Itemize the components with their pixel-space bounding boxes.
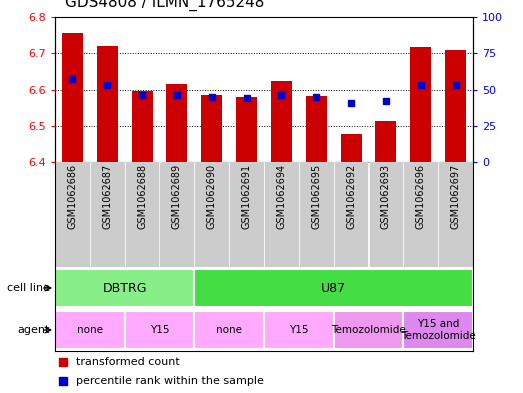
Text: none: none bbox=[77, 325, 103, 335]
Bar bbox=[132, 91, 153, 162]
Text: Temozolomide: Temozolomide bbox=[331, 325, 406, 335]
Bar bbox=[334, 162, 369, 267]
Bar bbox=[340, 134, 361, 162]
Text: GSM1062688: GSM1062688 bbox=[137, 164, 147, 229]
Text: transformed count: transformed count bbox=[76, 357, 179, 367]
Bar bbox=[299, 162, 334, 267]
Bar bbox=[271, 81, 292, 162]
Text: GSM1062695: GSM1062695 bbox=[311, 164, 321, 230]
Bar bbox=[62, 33, 83, 162]
Text: none: none bbox=[216, 325, 242, 335]
Bar bbox=[166, 84, 187, 162]
Bar bbox=[334, 311, 403, 349]
Bar bbox=[376, 121, 396, 162]
Text: Y15: Y15 bbox=[150, 325, 169, 335]
Bar bbox=[438, 162, 473, 267]
Text: GDS4808 / ILMN_1765248: GDS4808 / ILMN_1765248 bbox=[65, 0, 265, 11]
Bar bbox=[160, 162, 195, 267]
Bar bbox=[264, 162, 299, 267]
Bar bbox=[55, 162, 90, 267]
Text: GSM1062691: GSM1062691 bbox=[242, 164, 252, 229]
Text: GSM1062686: GSM1062686 bbox=[67, 164, 77, 229]
Bar bbox=[236, 97, 257, 162]
Text: GSM1062693: GSM1062693 bbox=[381, 164, 391, 229]
Bar bbox=[195, 162, 229, 267]
Bar bbox=[97, 46, 118, 162]
Bar bbox=[445, 50, 466, 162]
Text: GSM1062692: GSM1062692 bbox=[346, 164, 356, 230]
Text: GSM1062689: GSM1062689 bbox=[172, 164, 182, 229]
Bar bbox=[124, 311, 195, 349]
Text: agent: agent bbox=[17, 325, 50, 335]
Text: GSM1062696: GSM1062696 bbox=[416, 164, 426, 229]
Text: GSM1062694: GSM1062694 bbox=[277, 164, 287, 229]
Text: DBTRG: DBTRG bbox=[103, 281, 147, 294]
Bar bbox=[195, 311, 264, 349]
Text: percentile rank within the sample: percentile rank within the sample bbox=[76, 376, 264, 386]
Bar bbox=[55, 269, 195, 307]
Text: GSM1062690: GSM1062690 bbox=[207, 164, 217, 229]
Bar bbox=[306, 96, 327, 162]
Text: U87: U87 bbox=[321, 281, 346, 294]
Bar bbox=[229, 162, 264, 267]
Bar bbox=[403, 162, 438, 267]
Text: Y15: Y15 bbox=[289, 325, 309, 335]
Bar bbox=[369, 162, 403, 267]
Bar bbox=[90, 162, 124, 267]
Bar bbox=[264, 311, 334, 349]
Text: GSM1062697: GSM1062697 bbox=[451, 164, 461, 230]
Bar bbox=[201, 95, 222, 162]
Bar bbox=[55, 311, 124, 349]
Text: cell line: cell line bbox=[7, 283, 50, 293]
Text: Y15 and
Temozolomide: Y15 and Temozolomide bbox=[401, 319, 475, 341]
Text: GSM1062687: GSM1062687 bbox=[103, 164, 112, 230]
Bar bbox=[403, 311, 473, 349]
Bar bbox=[195, 269, 473, 307]
Bar bbox=[124, 162, 160, 267]
Bar bbox=[411, 47, 431, 162]
